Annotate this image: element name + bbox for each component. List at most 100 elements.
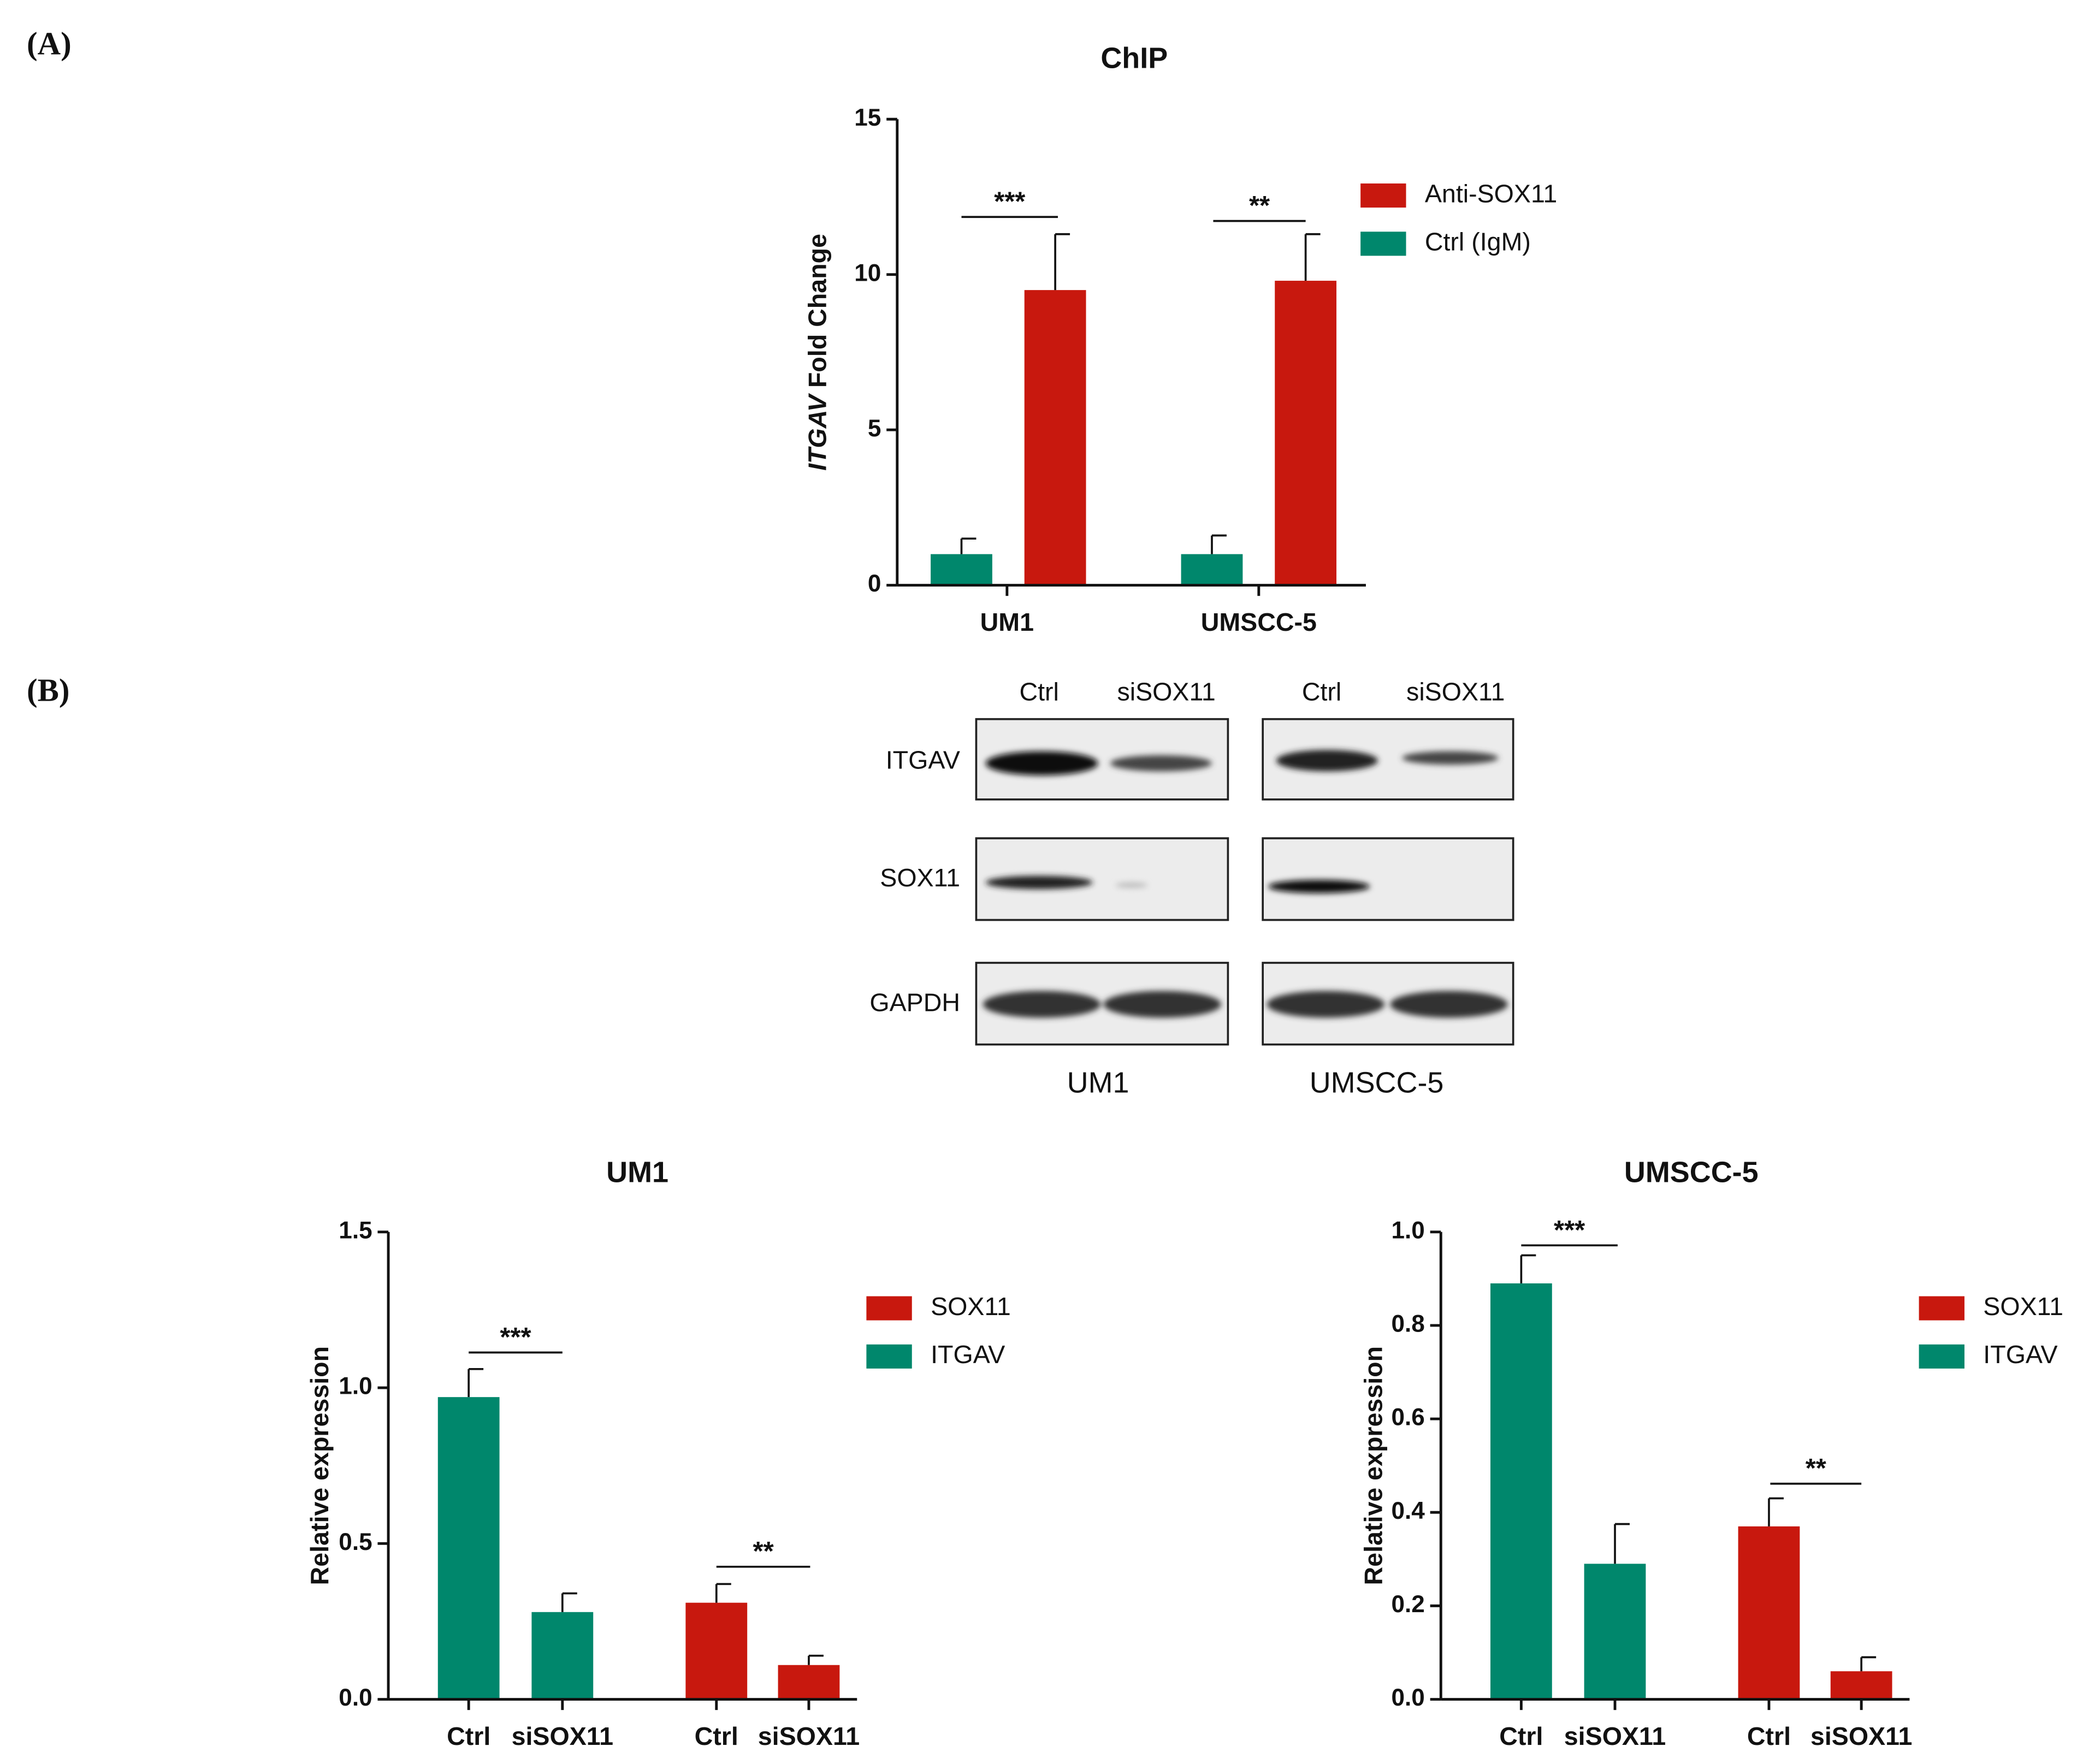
error-bar [467, 1368, 484, 1398]
x-tick-label: Ctrl [447, 1722, 490, 1750]
cell-line-label: UM1 [1067, 1066, 1129, 1099]
x-tick-label: Ctrl [695, 1722, 738, 1750]
x-tick-label: siSOX11 [758, 1722, 860, 1750]
band [1276, 750, 1378, 772]
band [1103, 991, 1222, 1018]
error-bar [1054, 233, 1070, 291]
legend-swatch [1919, 1296, 1964, 1321]
legend-swatch [1919, 1344, 1964, 1369]
y-axis-label: Relative expression [1359, 1346, 1387, 1585]
legend-swatch [866, 1344, 912, 1369]
x-tick-label: siSOX11 [512, 1722, 613, 1750]
panel-label: (A) [27, 26, 72, 61]
y-tick-label: 1.0 [339, 1373, 372, 1400]
lane-label: Ctrl [1019, 677, 1058, 706]
legend-swatch [866, 1296, 912, 1321]
significance-label: *** [994, 187, 1026, 217]
bar [1181, 554, 1243, 585]
band [985, 875, 1093, 890]
y-tick-label: 0.0 [339, 1684, 372, 1711]
legend-label: ITGAV [931, 1340, 1005, 1369]
bar [1584, 1564, 1646, 1700]
x-tick-label: UM1 [980, 608, 1034, 636]
y-tick-label: 15 [854, 104, 881, 131]
lane-label: Ctrl [1302, 677, 1341, 706]
significance-label: ** [1806, 1454, 1827, 1483]
band [1402, 751, 1499, 765]
lane-label: siSOX11 [1406, 677, 1505, 706]
error-bar [1304, 233, 1321, 281]
legend-label: ITGAV [1983, 1340, 2057, 1369]
band [985, 751, 1098, 776]
bar [778, 1665, 840, 1700]
error-bar [1211, 534, 1227, 554]
bar [1830, 1671, 1892, 1700]
bar [1275, 281, 1337, 585]
significance-label: *** [500, 1323, 531, 1352]
protein-label: ITGAV [886, 745, 960, 774]
x-tick-label: UMSCC-5 [1201, 608, 1317, 636]
protein-label: SOX11 [880, 863, 960, 892]
protein-label: GAPDH [869, 988, 960, 1016]
panel-label: (B) [27, 673, 69, 708]
y-axis-label-italic: ITGAV [803, 393, 832, 471]
legend-swatch [1360, 183, 1406, 208]
blot-panel [1262, 837, 1514, 921]
y-axis-label: ITGAV Fold Change [803, 234, 832, 471]
band [1268, 879, 1370, 893]
bar [437, 1397, 500, 1700]
band [1390, 991, 1508, 1018]
x-tick-label: Ctrl [1747, 1722, 1791, 1750]
x-tick-label: Ctrl [1499, 1722, 1543, 1750]
bar [931, 554, 992, 585]
cell-line-label: UMSCC-5 [1310, 1066, 1444, 1099]
western-blot: Ctrl siSOX11 Ctrl siSOX11 ITGAV SOX11 GA… [869, 677, 1514, 1099]
significance-label: ** [1249, 191, 1270, 221]
legend-label: SOX11 [931, 1292, 1011, 1321]
y-tick-label: 5 [868, 415, 881, 442]
bar [531, 1612, 594, 1700]
error-bar [1614, 1523, 1630, 1564]
x-tick-label: siSOX11 [1810, 1722, 1912, 1750]
legend-label: SOX11 [1983, 1292, 2063, 1321]
chart-title: ChIP [1100, 42, 1168, 75]
y-tick-label: 0 [868, 570, 881, 597]
band [1115, 882, 1148, 888]
error-bar [960, 537, 977, 554]
error-bar [1520, 1254, 1536, 1283]
y-tick-label: 0.5 [339, 1529, 372, 1555]
error-bar [1768, 1497, 1784, 1526]
y-tick-label: 1.0 [1392, 1217, 1425, 1244]
error-bar [808, 1654, 824, 1665]
band [983, 991, 1101, 1018]
y-tick-label: 0.6 [1392, 1404, 1425, 1431]
bar [1024, 290, 1086, 585]
x-tick-label: siSOX11 [1564, 1722, 1666, 1750]
y-tick-label: 0.2 [1392, 1591, 1425, 1618]
error-bar [561, 1592, 577, 1612]
chart-title: UMSCC-5 [1624, 1156, 1759, 1189]
bar [1490, 1283, 1552, 1700]
significance-label: ** [753, 1537, 774, 1566]
y-tick-label: 0.4 [1392, 1497, 1425, 1524]
error-bar [715, 1583, 731, 1603]
legend-label: Ctrl (IgM) [1425, 228, 1531, 256]
y-tick-label: 0.0 [1392, 1684, 1425, 1711]
legend-swatch [1360, 232, 1406, 256]
bar [685, 1602, 748, 1700]
y-tick-label: 10 [854, 259, 881, 286]
chart-title: UM1 [606, 1156, 668, 1189]
y-tick-label: 0.8 [1392, 1311, 1425, 1337]
y-tick-label: 1.5 [339, 1217, 372, 1244]
y-axis-label: Relative expression [305, 1346, 334, 1585]
significance-label: *** [1554, 1216, 1585, 1245]
band [1110, 755, 1212, 772]
error-bar [1860, 1656, 1877, 1672]
lane-label: siSOX11 [1117, 677, 1215, 706]
band [1267, 991, 1385, 1018]
y-axis-label-text: Fold Change [803, 234, 832, 388]
bar [1738, 1526, 1800, 1700]
legend-label: Anti-SOX11 [1425, 179, 1558, 208]
